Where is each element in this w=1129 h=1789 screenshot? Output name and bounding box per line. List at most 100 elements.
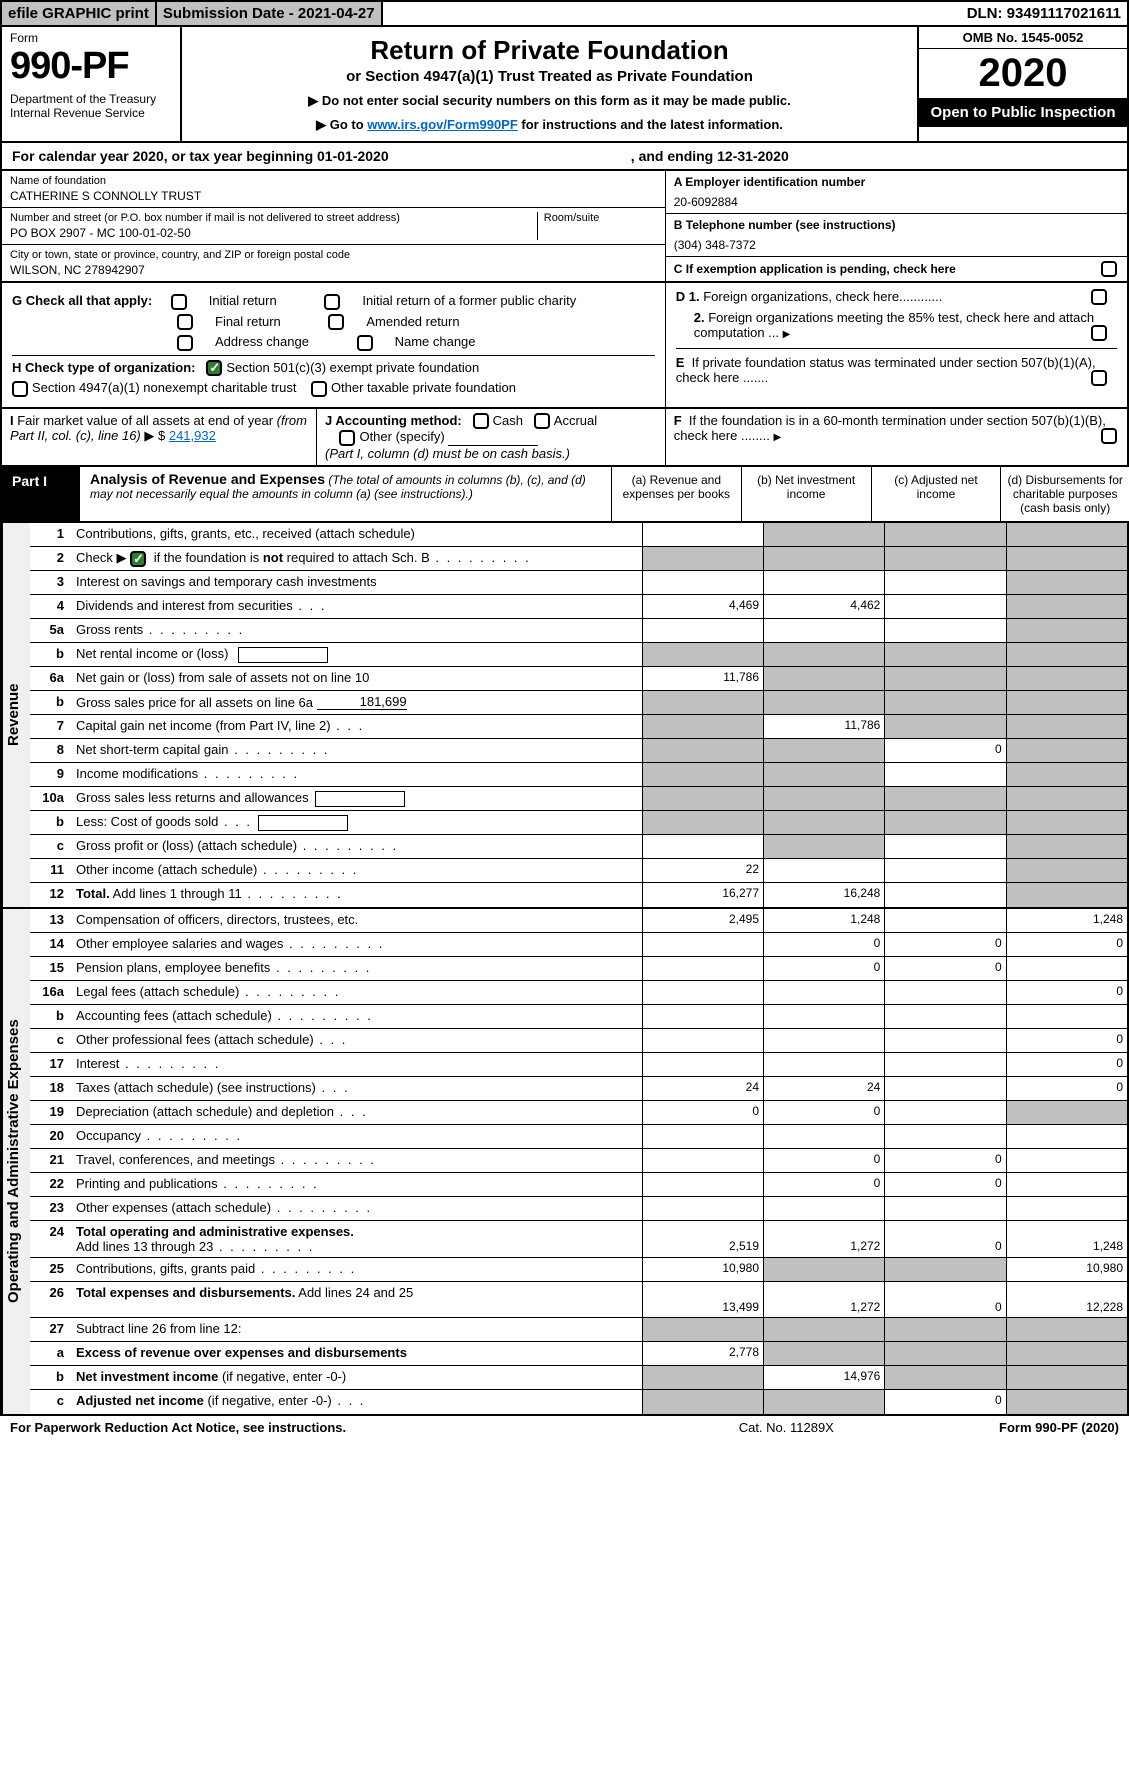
- h-4947-checkbox[interactable]: [12, 381, 28, 397]
- r27b-num: b: [30, 1366, 72, 1389]
- g-address-checkbox[interactable]: [177, 335, 193, 351]
- r15-desc: Pension plans, employee benefits: [72, 957, 642, 980]
- r11-num: 11: [30, 859, 72, 882]
- r13-desc: Compensation of officers, directors, tru…: [72, 909, 642, 932]
- r5b-num: b: [30, 643, 72, 666]
- r7-b: 11,786: [763, 715, 884, 738]
- form-subtitle: or Section 4947(a)(1) Trust Treated as P…: [190, 68, 909, 85]
- r27c-desc: Adjusted net income (if negative, enter …: [72, 1390, 642, 1414]
- year-block: OMB No. 1545-0052 2020 Open to Public In…: [917, 27, 1127, 141]
- h-501c3-checkbox[interactable]: [206, 360, 222, 376]
- f-checkbox[interactable]: [1101, 428, 1117, 444]
- form-number: 990-PF: [10, 45, 172, 88]
- col-c: (c) Adjusted net income: [872, 467, 1002, 523]
- revenue-body: 1Contributions, gifts, grants, etc., rec…: [30, 523, 1127, 907]
- instr-link[interactable]: www.irs.gov/Form990PF: [367, 117, 518, 132]
- g-opt5: Address change: [215, 334, 309, 349]
- foundation-name: CATHERINE S CONNOLLY TRUST: [10, 189, 657, 203]
- r13-num: 13: [30, 909, 72, 932]
- form-id-block: Form 990-PF Department of the Treasury I…: [2, 27, 182, 141]
- e-checkbox[interactable]: [1091, 370, 1107, 386]
- d2-checkbox[interactable]: [1091, 325, 1107, 341]
- phone-cell: B Telephone number (see instructions) (3…: [666, 214, 1127, 257]
- r19-num: 19: [30, 1101, 72, 1124]
- r25-desc: Contributions, gifts, grants paid: [72, 1258, 642, 1281]
- r10a-desc: Gross sales less returns and allowances: [72, 787, 642, 810]
- r27b-desc: Net investment income (if negative, ente…: [72, 1366, 642, 1389]
- city-cell: City or town, state or province, country…: [2, 245, 665, 281]
- r8-c: 0: [884, 739, 1005, 762]
- expenses-section: Operating and Administrative Expenses 13…: [0, 909, 1129, 1416]
- g-amended-checkbox[interactable]: [328, 314, 344, 330]
- c-cell: C If exemption application is pending, c…: [666, 257, 1127, 280]
- j-cash-checkbox[interactable]: [473, 413, 489, 429]
- j-cash: Cash: [493, 413, 523, 428]
- submission-date: Submission Date - 2021-04-27: [157, 2, 383, 25]
- form-header: Form 990-PF Department of the Treasury I…: [0, 27, 1129, 143]
- name-label: Name of foundation: [10, 175, 657, 187]
- r19-b: 0: [763, 1101, 884, 1124]
- calendar-year-row: For calendar year 2020, or tax year begi…: [0, 143, 1129, 171]
- r21-b: 0: [763, 1149, 884, 1172]
- h-other-checkbox[interactable]: [311, 381, 327, 397]
- r1-desc: Contributions, gifts, grants, etc., rece…: [72, 523, 642, 546]
- r2-num: 2: [30, 547, 72, 570]
- h-opt2: Section 4947(a)(1) nonexempt charitable …: [32, 380, 296, 395]
- g-opt3: Final return: [215, 314, 281, 329]
- col-a: (a) Revenue and expenses per books: [612, 467, 742, 523]
- cal-end: , and ending 12-31-2020: [631, 148, 789, 164]
- r16c-num: c: [30, 1029, 72, 1052]
- r2-desc: Check ▶ if the foundation is not require…: [72, 547, 642, 570]
- part1-header: Part I Analysis of Revenue and Expenses …: [0, 467, 612, 523]
- r18-b: 24: [763, 1077, 884, 1100]
- check-section: G Check all that apply: Initial return I…: [0, 283, 1129, 409]
- check-right: D 1. D 1. Foreign organizations, check h…: [666, 283, 1127, 407]
- r2-checkbox[interactable]: [130, 551, 146, 567]
- footer-catno: Cat. No. 11289X: [675, 1420, 897, 1435]
- g-name-checkbox[interactable]: [357, 335, 373, 351]
- r18-num: 18: [30, 1077, 72, 1100]
- col-d: (d) Disbursements for charitable purpose…: [1001, 467, 1129, 523]
- r11-desc: Other income (attach schedule): [72, 859, 642, 882]
- r22-c: 0: [884, 1173, 1005, 1196]
- r8-num: 8: [30, 739, 72, 762]
- r5a-num: 5a: [30, 619, 72, 642]
- r18-a: 24: [642, 1077, 763, 1100]
- d1-checkbox[interactable]: [1091, 289, 1107, 305]
- j-other-checkbox[interactable]: [339, 430, 355, 446]
- entity-right: A Employer identification number 20-6092…: [666, 171, 1127, 281]
- g-row: G Check all that apply: Initial return I…: [12, 293, 655, 310]
- r4-a: 4,469: [642, 595, 763, 618]
- r27a-desc: Excess of revenue over expenses and disb…: [72, 1342, 642, 1365]
- r9-desc: Income modifications: [72, 763, 642, 786]
- c-label: C If exemption application is pending, c…: [674, 262, 956, 276]
- instr-1: ▶ Do not enter social security numbers o…: [190, 93, 909, 109]
- part1-title: Analysis of Revenue and Expenses: [90, 471, 325, 487]
- r27c-num: c: [30, 1390, 72, 1414]
- g-initial-former-checkbox[interactable]: [324, 294, 340, 310]
- j-accrual-checkbox[interactable]: [534, 413, 550, 429]
- r23-num: 23: [30, 1197, 72, 1220]
- g-final-checkbox[interactable]: [177, 314, 193, 330]
- r14-d: 0: [1006, 933, 1127, 956]
- r22-b: 0: [763, 1173, 884, 1196]
- r24-num: 24: [30, 1221, 72, 1257]
- form-title-block: Return of Private Foundation or Section …: [182, 27, 917, 141]
- r6a-desc: Net gain or (loss) from sale of assets n…: [72, 667, 642, 690]
- r5b-desc: Net rental income or (loss): [72, 643, 642, 666]
- address: PO BOX 2907 - MC 100-01-02-50: [10, 226, 537, 240]
- r24-desc: Total operating and administrative expen…: [72, 1221, 642, 1257]
- fmv-value: 241,932: [169, 428, 216, 443]
- revenue-section: Revenue 1Contributions, gifts, grants, e…: [0, 523, 1129, 909]
- r10a-num: 10a: [30, 787, 72, 810]
- r16a-d: 0: [1006, 981, 1127, 1004]
- g-label: G Check all that apply:: [12, 293, 152, 308]
- ein-label: A Employer identification number: [674, 175, 1119, 189]
- g-initial-checkbox[interactable]: [171, 294, 187, 310]
- r16c-desc: Other professional fees (attach schedule…: [72, 1029, 642, 1052]
- c-checkbox[interactable]: [1101, 261, 1117, 277]
- r26-b: 1,272: [763, 1282, 884, 1317]
- r6a-num: 6a: [30, 667, 72, 690]
- g-opt2: Initial return of a former public charit…: [362, 293, 576, 308]
- r13-b: 1,248: [763, 909, 884, 932]
